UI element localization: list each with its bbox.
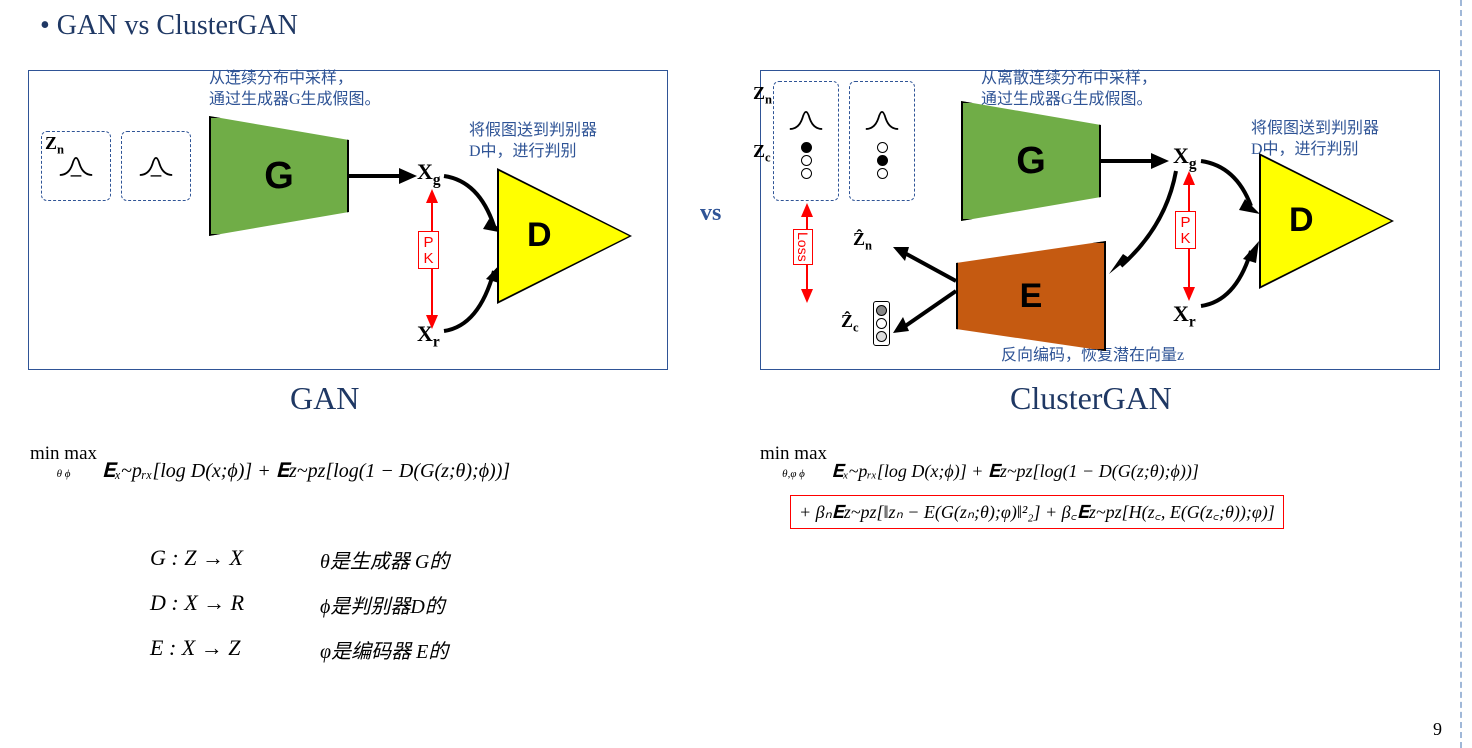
gan-caption-d: 将假图送到判别器 D中，进行判别	[469, 121, 597, 163]
bell-curve-icon	[58, 154, 94, 178]
clustergan-panel: 从离散连续分布中采样， 通过生成器G生成假图。 将假图送到判别器 D中，进行判别…	[760, 70, 1440, 370]
cg-generator: G	[961, 101, 1101, 221]
cg-encoder-out-dots	[873, 301, 890, 346]
gan-caption-g: 从连续分布中采样， 通过生成器G生成假图。	[209, 69, 381, 111]
cg-znhat-label: Ẑn	[853, 229, 872, 254]
page-title: • GAN vs ClusterGAN	[40, 10, 298, 42]
cg-zn-label: Zn	[753, 83, 772, 108]
bell-curve-icon	[788, 108, 824, 132]
gan-discriminator	[499, 171, 629, 301]
cg-d-label: D	[1289, 201, 1314, 240]
e-label: E	[1020, 277, 1043, 316]
right-dashed-border	[1460, 0, 1462, 748]
g-label: G	[1016, 140, 1046, 183]
cg-discriminator	[1261, 156, 1391, 286]
bell-curve-icon	[864, 108, 900, 132]
cg-zchat-label: Ẑc	[841, 311, 859, 336]
bell-curve-icon	[138, 154, 174, 178]
arrow-g-to-xg	[349, 166, 419, 186]
cg-zc-label: Zc	[753, 141, 771, 166]
desc-varphi: φ是编码器 E的	[320, 635, 448, 664]
desc-phi: ϕ是判别器D的	[320, 590, 445, 619]
gan-noise-box-2	[121, 131, 191, 201]
page-number: 9	[1433, 719, 1442, 740]
map-g: G : Z → X	[150, 545, 243, 571]
clustergan-section-title: ClusterGAN	[1010, 380, 1172, 417]
gan-zn-label: Zn	[45, 133, 64, 158]
cg-noise-box-1	[773, 81, 839, 201]
arrow-e-to-zc	[881, 281, 961, 351]
g-label: G	[264, 155, 294, 198]
cg-equation-line2: + βₙ𝐄z~pz[‖zₙ − E(G(zₙ;θ);φ)‖²₂] + β꜀𝐄z~…	[790, 495, 1284, 529]
cg-xr-label: Xr	[1173, 301, 1196, 331]
gan-panel: 从连续分布中采样， 通过生成器G生成假图。 将假图送到判别器 D中，进行判别 Z…	[28, 70, 668, 370]
gan-generator: G	[209, 116, 349, 236]
arrow-xg-to-e	[1101, 166, 1191, 286]
cg-noise-box-2	[849, 81, 915, 201]
onehot-dots	[801, 142, 812, 179]
gan-pk-box: PK	[418, 231, 439, 269]
cg-caption-e: 反向编码，恢复潜在向量z	[1001, 346, 1184, 367]
gan-xg-label: Xg	[417, 159, 441, 189]
gan-d-label: D	[527, 216, 552, 255]
cg-caption-g: 从离散连续分布中采样， 通过生成器G生成假图。	[981, 69, 1157, 111]
map-e: E : X → Z	[150, 635, 240, 661]
gan-section-title: GAN	[290, 380, 359, 417]
cg-equation-line1: min max θ,φ ϕ 𝐄ₓ~pᵣₓ[log D(x;ϕ)] + 𝐄z~pz…	[760, 445, 1199, 482]
vs-label: vs	[700, 200, 721, 227]
cg-encoder: E	[956, 241, 1106, 351]
desc-theta: θ是生成器 G的	[320, 545, 449, 574]
gan-equation: min max θ ϕ 𝐄ₓ~pᵣₓ[log D(x;ϕ)] + 𝐄z~pz[l…	[30, 445, 510, 483]
onehot-dots	[877, 142, 888, 179]
map-d: D : X → R	[150, 590, 244, 616]
cg-loss-box: Loss	[793, 229, 813, 265]
